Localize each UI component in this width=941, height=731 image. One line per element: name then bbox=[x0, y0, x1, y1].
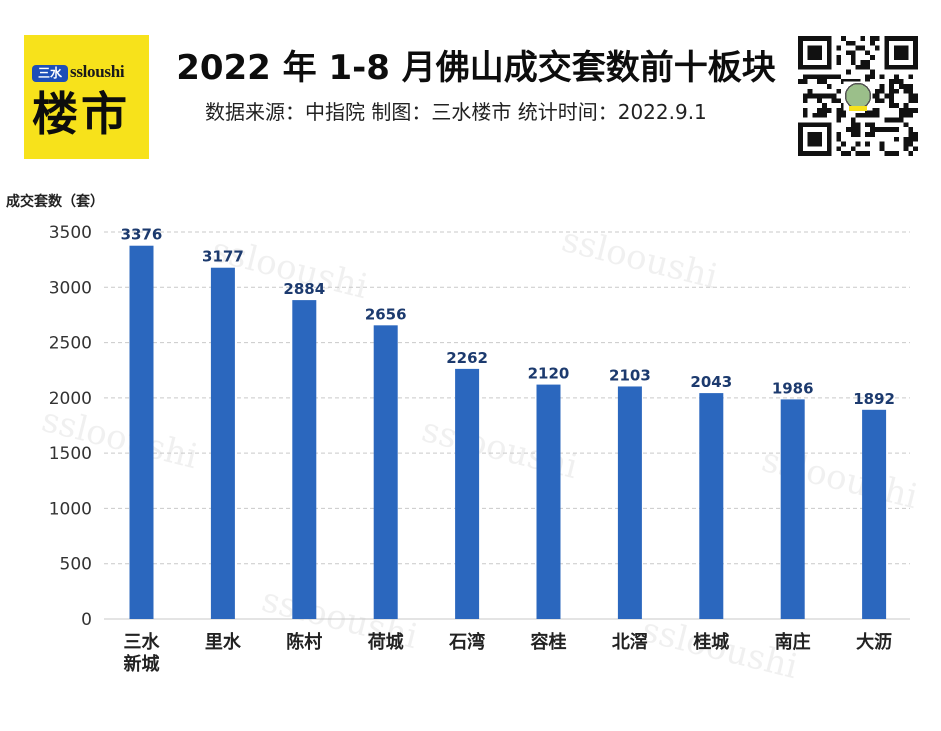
bar bbox=[536, 384, 561, 619]
data-label: 2120 bbox=[528, 365, 570, 383]
bar bbox=[617, 386, 642, 619]
x-tick-label: 石湾 bbox=[448, 631, 485, 653]
x-tick-label: 北滘 bbox=[612, 632, 648, 653]
data-label: 1892 bbox=[853, 390, 895, 408]
x-tick-label: 陈村 bbox=[286, 631, 322, 653]
data-label: 1986 bbox=[772, 379, 814, 397]
data-label: 2656 bbox=[365, 305, 407, 323]
chart-subtitle: 数据来源：中指院 制图：三水楼市 统计时间：2022.9.1 bbox=[205, 100, 707, 124]
qr-code-icon bbox=[798, 36, 918, 156]
bar bbox=[699, 393, 724, 619]
logo-chinese-text: 楼市 bbox=[32, 87, 130, 141]
y-tick-label: 1500 bbox=[49, 444, 92, 464]
y-tick-label: 3000 bbox=[49, 278, 92, 298]
brand-logo: 三水 ssloushi 楼市 bbox=[24, 35, 149, 159]
data-label: 2043 bbox=[690, 373, 732, 391]
data-label: 2262 bbox=[446, 349, 488, 367]
data-label: 2103 bbox=[609, 366, 651, 384]
data-label: 2884 bbox=[283, 280, 325, 298]
y-tick-label: 3500 bbox=[49, 223, 92, 243]
chart-title: 2022 年 1-8 月佛山成交套数前十板块 bbox=[176, 48, 776, 88]
bar bbox=[129, 245, 154, 619]
y-tick-label: 0 bbox=[81, 610, 92, 630]
x-tick-label: 三水新城 bbox=[124, 631, 161, 675]
x-tick-label: 桂城 bbox=[692, 631, 729, 653]
logo-english-text: ssloushi bbox=[70, 62, 125, 81]
x-tick-label: 荷城 bbox=[368, 631, 404, 653]
x-tick-label: 里水 bbox=[205, 631, 242, 653]
y-tick-label: 1000 bbox=[49, 499, 92, 519]
data-label: 3177 bbox=[202, 248, 244, 266]
data-label: 3376 bbox=[121, 226, 163, 244]
y-tick-label: 500 bbox=[60, 555, 92, 575]
bar bbox=[210, 267, 235, 619]
watermark-text: sslooushi bbox=[38, 400, 202, 477]
bar bbox=[455, 368, 480, 619]
x-tick-label: 南庄 bbox=[775, 631, 811, 653]
bar bbox=[292, 300, 317, 619]
x-tick-label: 大沥 bbox=[856, 631, 892, 653]
bar bbox=[862, 409, 887, 619]
logo-badge: 三水 bbox=[32, 65, 68, 82]
y-axis-label: 成交套数（套） bbox=[6, 194, 104, 210]
x-tick-label: 容桂 bbox=[531, 631, 567, 653]
y-tick-label: 2500 bbox=[49, 334, 92, 354]
bar bbox=[780, 399, 805, 619]
y-tick-label: 2000 bbox=[49, 389, 92, 409]
bar bbox=[373, 325, 398, 619]
